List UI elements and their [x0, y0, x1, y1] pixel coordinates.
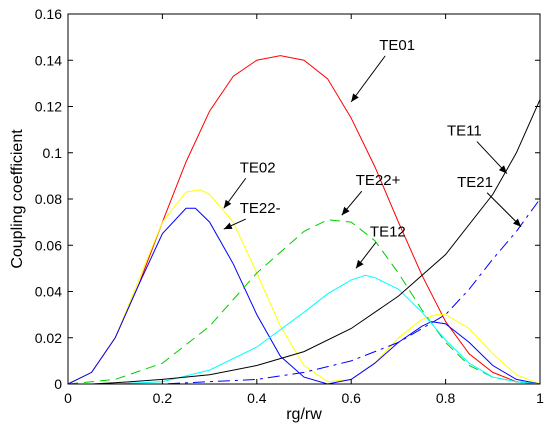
y-tick-label: 0.04 [35, 284, 62, 300]
y-tick-label: 0.1 [43, 145, 63, 161]
y-tick-label: 0.02 [35, 330, 62, 346]
plot-area [68, 14, 540, 384]
y-axis-title: Coupling coefficient [9, 129, 26, 269]
y-axis: 0 0.02 0.04 0.06 0.08 0.1 0.12 0.14 0.16 [35, 6, 540, 392]
x-tick-label: 0.8 [436, 390, 456, 406]
annotation-arrowhead [223, 199, 232, 209]
x-tick-label: 0.4 [247, 390, 267, 406]
annotation-arrowhead [223, 222, 233, 230]
series-layer [67, 55, 541, 385]
series-line-te11 [68, 99, 541, 385]
annotation-arrow-line [350, 55, 386, 103]
annotation-arrowhead [498, 165, 507, 174]
annotation-label-te11: TE11 [447, 123, 482, 140]
x-axis: 0 0.2 0.4 0.6 0.8 1 [64, 14, 544, 406]
series-line-te02 [67, 189, 541, 385]
annotation-arrowhead [355, 259, 364, 269]
x-tick-label: 1 [536, 390, 544, 406]
y-tick-label: 0.12 [35, 99, 62, 115]
y-tick-label: 0.08 [35, 191, 62, 207]
x-tick-label: 0 [64, 390, 72, 406]
annotation-label-te02: TE02 [240, 159, 276, 176]
series-line-te01 [67, 55, 541, 385]
series-line-te22-minus [67, 207, 541, 385]
annotation-label-te12: TE12 [370, 223, 406, 240]
annotation-label-te21: TE21 [457, 174, 493, 191]
x-tick-label: 0.2 [153, 390, 173, 406]
y-tick-label: 0.16 [35, 6, 62, 22]
annotation-label-te01: TE01 [379, 37, 415, 54]
annotation-arrow-line [486, 192, 522, 228]
x-axis-title: rg/rw [286, 406, 322, 423]
x-tick-label: 0.6 [341, 390, 361, 406]
series-line-te22-plus [67, 219, 541, 385]
annotation-arrowhead [351, 93, 359, 102]
annotation-arrowhead [341, 206, 350, 216]
y-tick-label: 0.06 [35, 237, 62, 253]
series-line-te21 [68, 198, 541, 385]
series-line-te12 [68, 274, 541, 385]
annotation-layer: TE01 TE02 TE22- TE22+ TE12 TE11 TE21 [223, 37, 522, 269]
y-tick-label: 0.14 [35, 52, 62, 68]
annotation-label-te22-plus: TE22+ [356, 172, 401, 189]
annotation-label-te22-minus: TE22- [240, 200, 281, 217]
annotation-arrowhead [513, 218, 522, 227]
y-tick-label: 0 [54, 376, 62, 392]
